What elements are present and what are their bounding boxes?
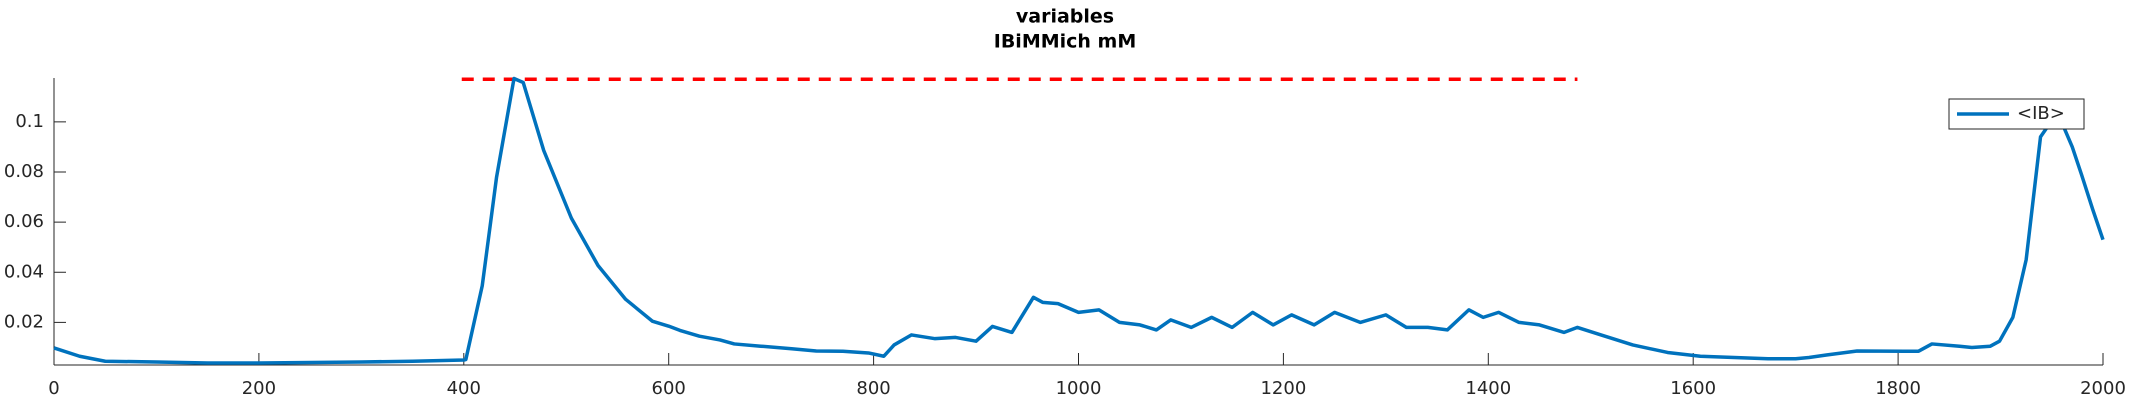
x-tick-label: 1600 [1670, 378, 1716, 399]
y-tick-label: 0.06 [4, 211, 44, 232]
x-tick-label: 200 [242, 378, 276, 399]
x-tick-label: 1000 [1056, 378, 1102, 399]
chart-title: variables [1016, 6, 1114, 28]
x-tick-label: 1200 [1260, 378, 1306, 399]
x-tick-label: 1400 [1465, 378, 1511, 399]
x-tick-label: 600 [652, 378, 686, 399]
y-tick-label: 0.02 [4, 311, 44, 332]
x-tick-label: 0 [48, 378, 59, 399]
chart-subtitle: IBiMMich mM [994, 31, 1137, 53]
y-tick-label: 0.1 [15, 111, 44, 132]
x-tick-label: 400 [447, 378, 481, 399]
y-tick-label: 0.04 [4, 261, 44, 282]
y-tick-label: 0.08 [4, 161, 44, 182]
data-line [53, 76, 2105, 365]
x-tick-label: 1800 [1875, 378, 1921, 399]
legend-label: <IB> [2017, 103, 2065, 124]
x-tick-label: 800 [856, 378, 890, 399]
legend-box [1948, 98, 2085, 130]
x-tick-label: 2000 [2080, 378, 2126, 399]
